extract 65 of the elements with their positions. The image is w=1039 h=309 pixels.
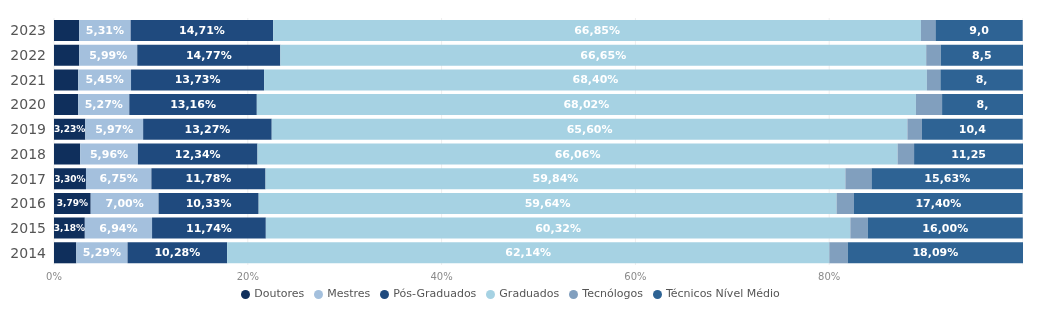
data-label: 14,77% — [185, 48, 232, 62]
x-tick-label: 80% — [818, 271, 841, 283]
data-label: 12,34% — [174, 147, 221, 161]
data-label: 3,79% — [56, 198, 88, 209]
data-label: 8, — [975, 73, 988, 87]
data-label: 5,31% — [85, 24, 125, 37]
data-label: 13,73% — [174, 73, 221, 87]
x-tick-label: 40% — [430, 271, 453, 283]
data-label: 13,27% — [184, 122, 231, 136]
data-label: 16,00% — [922, 221, 969, 235]
data-label: 11,74% — [186, 221, 232, 235]
legend-label: Mestres — [327, 287, 371, 300]
legend-label: Técnicos Nível Médio — [665, 287, 780, 300]
data-label: 8,5 — [972, 48, 992, 62]
data-label: 17,40% — [915, 196, 962, 210]
data-label: 59,84% — [532, 172, 579, 186]
x-tick-label: 20% — [236, 271, 259, 283]
x-tick-label: 0% — [46, 271, 62, 283]
data-label: 66,06% — [554, 147, 601, 161]
data-label: 5,99% — [89, 48, 128, 62]
data-label: 8, — [976, 98, 989, 112]
y-tick-label: 2017 — [10, 170, 46, 187]
data-label: 11,25 — [951, 147, 986, 161]
y-tick-label: 2022 — [10, 47, 46, 64]
data-label: 5,96% — [89, 147, 129, 161]
y-tick-label: 2014 — [10, 244, 47, 261]
data-label: 65,60% — [566, 122, 613, 136]
legend-label: Graduados — [499, 287, 560, 300]
data-label: 68,02% — [563, 98, 610, 112]
data-label: 5,97% — [95, 122, 134, 136]
y-tick-label: 2018 — [10, 145, 46, 162]
data-label: 10,28% — [154, 246, 201, 260]
data-label: 5,27% — [84, 98, 123, 112]
data-label: 5,45% — [85, 73, 124, 87]
data-label: 10,4 — [958, 122, 987, 136]
data-label: 9,0 — [969, 24, 990, 37]
data-label: 6,94% — [99, 221, 138, 235]
x-tick-label: 60% — [624, 271, 647, 283]
data-label: 5,29% — [82, 246, 121, 260]
y-tick-label: 2019 — [10, 121, 46, 138]
data-label: 10,33% — [185, 196, 232, 210]
legend-label: Tecnólogos — [582, 287, 643, 300]
data-label: 60,32% — [535, 221, 581, 235]
data-label: 66,85% — [574, 24, 620, 37]
legend-label: Pós-Graduados — [393, 287, 477, 300]
data-label: 62,14% — [505, 246, 552, 260]
y-tick-label: 2023 — [10, 22, 46, 39]
data-label: 15,63% — [924, 172, 971, 186]
legend-label: Doutores — [254, 287, 305, 300]
data-label: 66,65% — [580, 48, 627, 62]
data-label: 6,75% — [99, 172, 138, 186]
data-label: 14,71% — [179, 24, 225, 37]
data-label: 3,30% — [54, 173, 86, 184]
data-label: 13,16% — [170, 98, 216, 112]
data-label: 68,40% — [572, 73, 619, 87]
y-tick-label: 2021 — [10, 71, 46, 88]
y-tick-label: 2015 — [10, 219, 46, 236]
data-label: 11,78% — [185, 172, 232, 186]
data-label: 3,23% — [54, 124, 86, 135]
y-tick-label: 2016 — [10, 195, 47, 212]
data-label: 18,09% — [912, 246, 959, 260]
data-label: 59,64% — [524, 196, 571, 210]
y-tick-label: 2020 — [10, 96, 46, 113]
data-label: 7,00% — [105, 196, 144, 210]
data-label: 3,18% — [53, 223, 86, 234]
